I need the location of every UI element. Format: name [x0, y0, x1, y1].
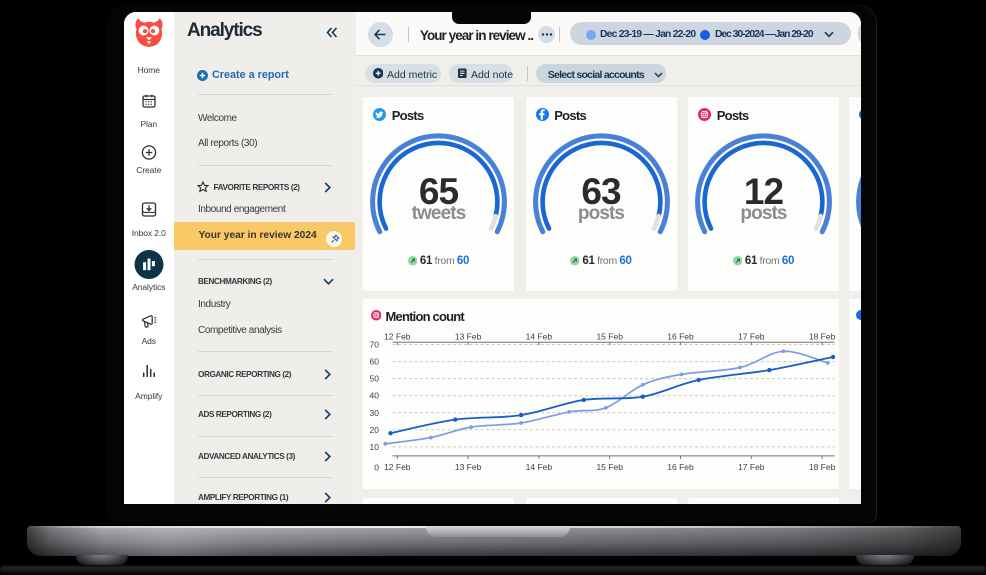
svg-text:12 Feb: 12 Feb: [384, 462, 411, 472]
svg-text:13 Feb: 13 Feb: [455, 331, 482, 341]
svg-text:15 Feb: 15 Feb: [596, 331, 623, 341]
svg-text:16 Feb: 16 Feb: [667, 331, 694, 341]
svg-text:14 Feb: 14 Feb: [526, 462, 553, 472]
svg-text:18 Feb: 18 Feb: [809, 462, 836, 472]
svg-text:20: 20: [370, 425, 380, 435]
svg-text:10: 10: [370, 442, 380, 452]
svg-text:0: 0: [374, 463, 379, 473]
svg-text:13 Feb: 13 Feb: [455, 462, 482, 472]
svg-text:17 Feb: 17 Feb: [738, 331, 765, 341]
svg-text:50: 50: [370, 374, 380, 384]
svg-text:40: 40: [370, 391, 380, 401]
svg-text:15 Feb: 15 Feb: [596, 462, 623, 472]
svg-text:14 Feb: 14 Feb: [526, 331, 553, 341]
svg-text:60: 60: [370, 357, 380, 367]
svg-text:18 Feb: 18 Feb: [809, 331, 836, 341]
svg-text:70: 70: [370, 340, 380, 350]
svg-text:16 Feb: 16 Feb: [667, 462, 694, 472]
svg-text:30: 30: [370, 408, 380, 418]
svg-text:17 Feb: 17 Feb: [738, 462, 765, 472]
svg-text:12 Feb: 12 Feb: [384, 331, 411, 341]
